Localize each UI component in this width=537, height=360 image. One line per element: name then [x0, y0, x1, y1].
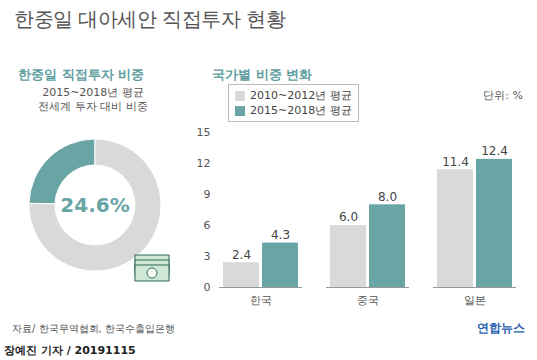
html-text:국가별 비중 변화: 국가별 비중 변화: [212, 67, 313, 82]
svg-text:9: 9: [204, 188, 211, 201]
svg-text:12: 12: [197, 157, 211, 170]
svg-text:한국: 한국: [250, 294, 272, 307]
svg-text:6.0: 6.0: [339, 210, 358, 224]
svg-text:6: 6: [204, 219, 211, 232]
html-text:한중일 직접투자 비중: 한중일 직접투자 비중: [18, 67, 145, 82]
svg-text:4.3: 4.3: [271, 228, 290, 242]
svg-text:11.4: 11.4: [442, 155, 469, 169]
svg-text:15: 15: [197, 126, 211, 139]
html-text:2010~2012년 평균: 2010~2012년 평균: [250, 89, 352, 102]
html-text:연합뉴스: 연합뉴스: [477, 321, 525, 335]
svg-text:중국: 중국: [357, 294, 379, 307]
html-text:장예진 기자 / 20191115: 장예진 기자 / 20191115: [4, 344, 136, 357]
html-text:2015~2018년 평균: 2015~2018년 평균: [42, 86, 144, 99]
svg-text:일본: 일본: [464, 294, 486, 307]
html-text:전세계 투자 대비 비중: 전세계 투자 대비 비중: [38, 100, 148, 113]
html-text:한중일 대아세안 직접투자 현황: 한중일 대아세안 직접투자 현황: [14, 7, 286, 31]
svg-text:24.6%: 24.6%: [60, 193, 129, 217]
html-text:자료/ 한국무역협회, 한국수출입은행: 자료/ 한국무역협회, 한국수출입은행: [12, 323, 175, 334]
svg-text:2.4: 2.4: [232, 248, 251, 262]
html-text:단위: %: 단위: %: [483, 89, 523, 102]
html-text:2015~2018년 평균: 2015~2018년 평균: [250, 104, 352, 117]
svg-text:3: 3: [204, 250, 211, 263]
svg-text:8.0: 8.0: [378, 190, 397, 204]
svg-text:0: 0: [204, 281, 211, 294]
svg-text:12.4: 12.4: [481, 144, 508, 158]
